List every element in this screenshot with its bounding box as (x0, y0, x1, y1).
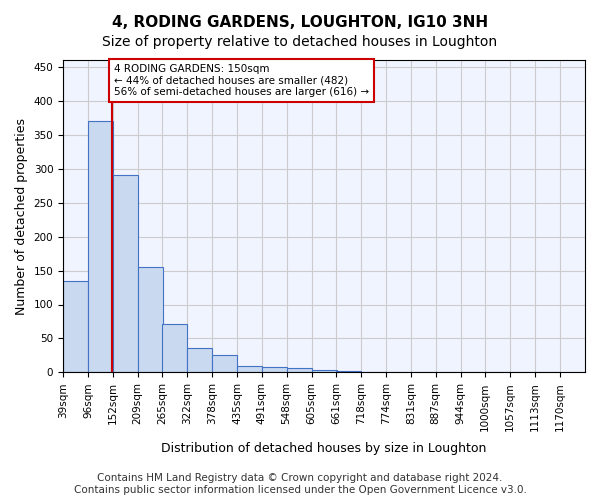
Bar (113, 176, 138, 372)
Bar (163, 324, 187, 372)
Bar (187, 348, 212, 372)
Bar (88, 121, 113, 372)
Bar (262, 367, 287, 372)
Bar (287, 368, 312, 372)
Text: 4 RODING GARDENS: 150sqm
← 44% of detached houses are smaller (482)
56% of semi-: 4 RODING GARDENS: 150sqm ← 44% of detach… (114, 64, 369, 97)
Text: Contains HM Land Registry data © Crown copyright and database right 2024.
Contai: Contains HM Land Registry data © Crown c… (74, 474, 526, 495)
Bar (138, 267, 163, 372)
Bar (212, 356, 237, 372)
Bar (63, 280, 88, 372)
Bar (312, 370, 337, 372)
X-axis label: Distribution of detached houses by size in Loughton: Distribution of detached houses by size … (161, 442, 487, 455)
Bar (237, 366, 262, 372)
Text: Size of property relative to detached houses in Loughton: Size of property relative to detached ho… (103, 35, 497, 49)
Text: 4, RODING GARDENS, LOUGHTON, IG10 3NH: 4, RODING GARDENS, LOUGHTON, IG10 3NH (112, 15, 488, 30)
Bar (337, 371, 361, 372)
Y-axis label: Number of detached properties: Number of detached properties (15, 118, 28, 314)
